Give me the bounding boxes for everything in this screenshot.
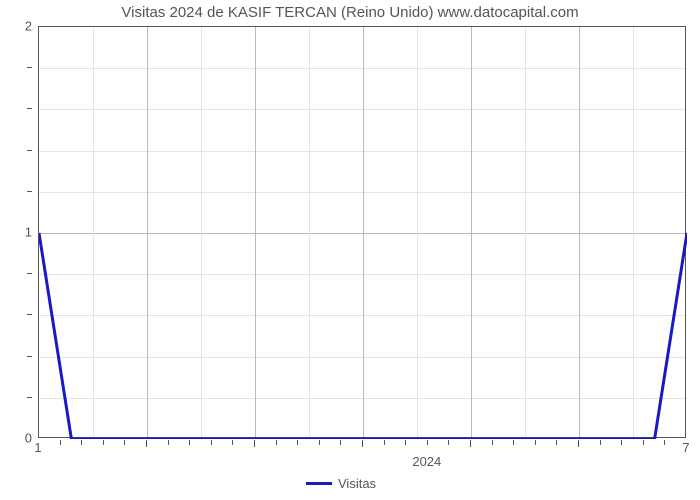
chart-title: Visitas 2024 de KASIF TERCAN (Reino Unid… (0, 4, 700, 21)
xtick-minor (340, 440, 341, 445)
ytick-minor (27, 356, 32, 357)
xtick-minor (513, 440, 514, 445)
ytick-label: 2 (25, 19, 32, 34)
legend-swatch (306, 482, 332, 485)
xtick-major-mark (470, 440, 471, 447)
xaxis-center-label: 2024 (412, 454, 441, 469)
xtick-minor (427, 440, 428, 445)
ytick-minor (27, 67, 32, 68)
xtick-label: 1 (34, 440, 41, 455)
ytick-minor (27, 397, 32, 398)
xtick-minor (535, 440, 536, 445)
ytick-label: 0 (25, 431, 32, 446)
xtick-major-mark (578, 440, 579, 447)
xtick-minor (168, 440, 169, 445)
xtick-minor (319, 440, 320, 445)
ytick-minor (27, 108, 32, 109)
series-line-visitas (39, 27, 687, 439)
xtick-label: 7 (682, 440, 689, 455)
xtick-minor (189, 440, 190, 445)
x-axis: 172024 (38, 440, 686, 480)
y-axis: 012 (0, 26, 32, 438)
legend-label: Visitas (338, 476, 376, 491)
ytick-label: 1 (25, 225, 32, 240)
xtick-minor (448, 440, 449, 445)
xtick-major-mark (146, 440, 147, 447)
xtick-minor (211, 440, 212, 445)
ytick-minor (27, 150, 32, 151)
chart-container: Visitas 2024 de KASIF TERCAN (Reino Unid… (0, 0, 700, 500)
xtick-minor (556, 440, 557, 445)
xtick-minor (232, 440, 233, 445)
xtick-minor (643, 440, 644, 445)
xtick-minor (276, 440, 277, 445)
xtick-minor (405, 440, 406, 445)
xtick-minor (81, 440, 82, 445)
xtick-minor (384, 440, 385, 445)
legend: Visitas (306, 476, 376, 491)
ytick-minor (27, 273, 32, 274)
xtick-major-mark (362, 440, 363, 447)
ytick-minor (27, 191, 32, 192)
xtick-minor (621, 440, 622, 445)
xtick-minor (297, 440, 298, 445)
ytick-minor (27, 314, 32, 315)
xtick-minor (664, 440, 665, 445)
xtick-minor (60, 440, 61, 445)
plot-area (38, 26, 686, 438)
xtick-major-mark (254, 440, 255, 447)
xtick-minor (600, 440, 601, 445)
xtick-minor (103, 440, 104, 445)
xtick-minor (492, 440, 493, 445)
xtick-minor (124, 440, 125, 445)
